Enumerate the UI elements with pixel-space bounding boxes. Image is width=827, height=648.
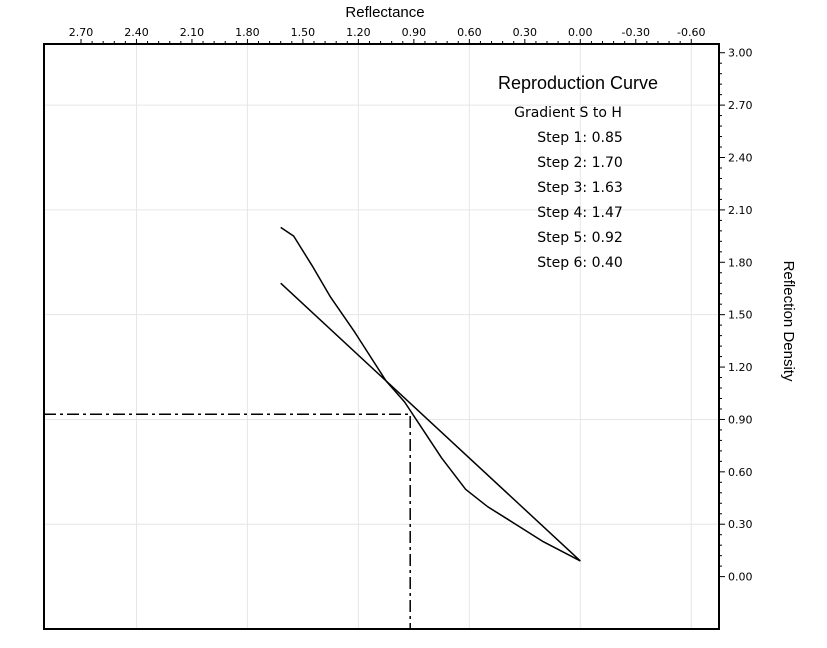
annotation-line: Gradient S to H [514,105,622,121]
x-axis-ticks: 2.70 2.40 2.10 1.80 1.50 1.20 0.90 0.60 0.30 0.00… [69,26,705,44]
y-tick-label: 3.00 [728,47,753,60]
y-tick-label: 0.60 [728,466,753,479]
y-tick-label: 1.20 [728,361,753,374]
x-tick-label: 2.40 [124,26,149,39]
annotation-line: Step 1: 0.85 [537,130,623,146]
x-tick-label: -0.60 [677,26,705,39]
x-tick-label: 2.10 [180,26,205,39]
y-tick-label: 0.30 [728,518,753,531]
x-tick-label: 0.00 [568,26,593,39]
x-tick-label: 0.90 [402,26,427,39]
x-tick-label: 1.80 [235,26,260,39]
reference-dashdot-line [44,413,411,629]
y-tick-label: 2.70 [728,99,753,112]
straight-reference-line [280,282,581,562]
y-axis-title: Reflection Density [780,261,797,382]
gridlines [44,44,719,629]
x-tick-label: 0.30 [513,26,538,39]
x-tick-label: 0.60 [457,26,482,39]
y-tick-label: 2.10 [728,204,753,217]
y-tick-label: 2.40 [728,152,753,165]
annotation-line: Step 5: 0.92 [537,230,623,246]
x-tick-label: 1.50 [291,26,316,39]
annotation-line: Step 2: 1.70 [537,155,623,171]
y-tick-label: 0.90 [728,413,753,426]
annotation-line: Step 6: 0.40 [537,255,623,271]
x-tick-label: 2.70 [69,26,94,39]
series-group [44,226,581,629]
x-tick-label: 1.20 [346,26,371,39]
annotation-box: Reproduction Curve Gradient S to H Step … [498,73,658,271]
y-axis-ticks: 3.00 2.70 2.40 2.10 1.80 1.50 1.20 0.90 0.60 0.30… [719,47,753,584]
annotation-title: Reproduction Curve [498,73,658,93]
annotation-line: Step 4: 1.47 [537,205,623,221]
y-tick-label: 1.80 [728,256,753,269]
y-tick-label: 1.50 [728,309,753,322]
x-tick-label: -0.30 [622,26,650,39]
x-axis-title: Reflectance [345,4,424,21]
y-tick-label: 0.00 [728,571,753,584]
annotation-line: Step 3: 1.63 [537,180,623,196]
reproduction-curve-line [280,226,581,562]
plot-frame [43,43,720,630]
